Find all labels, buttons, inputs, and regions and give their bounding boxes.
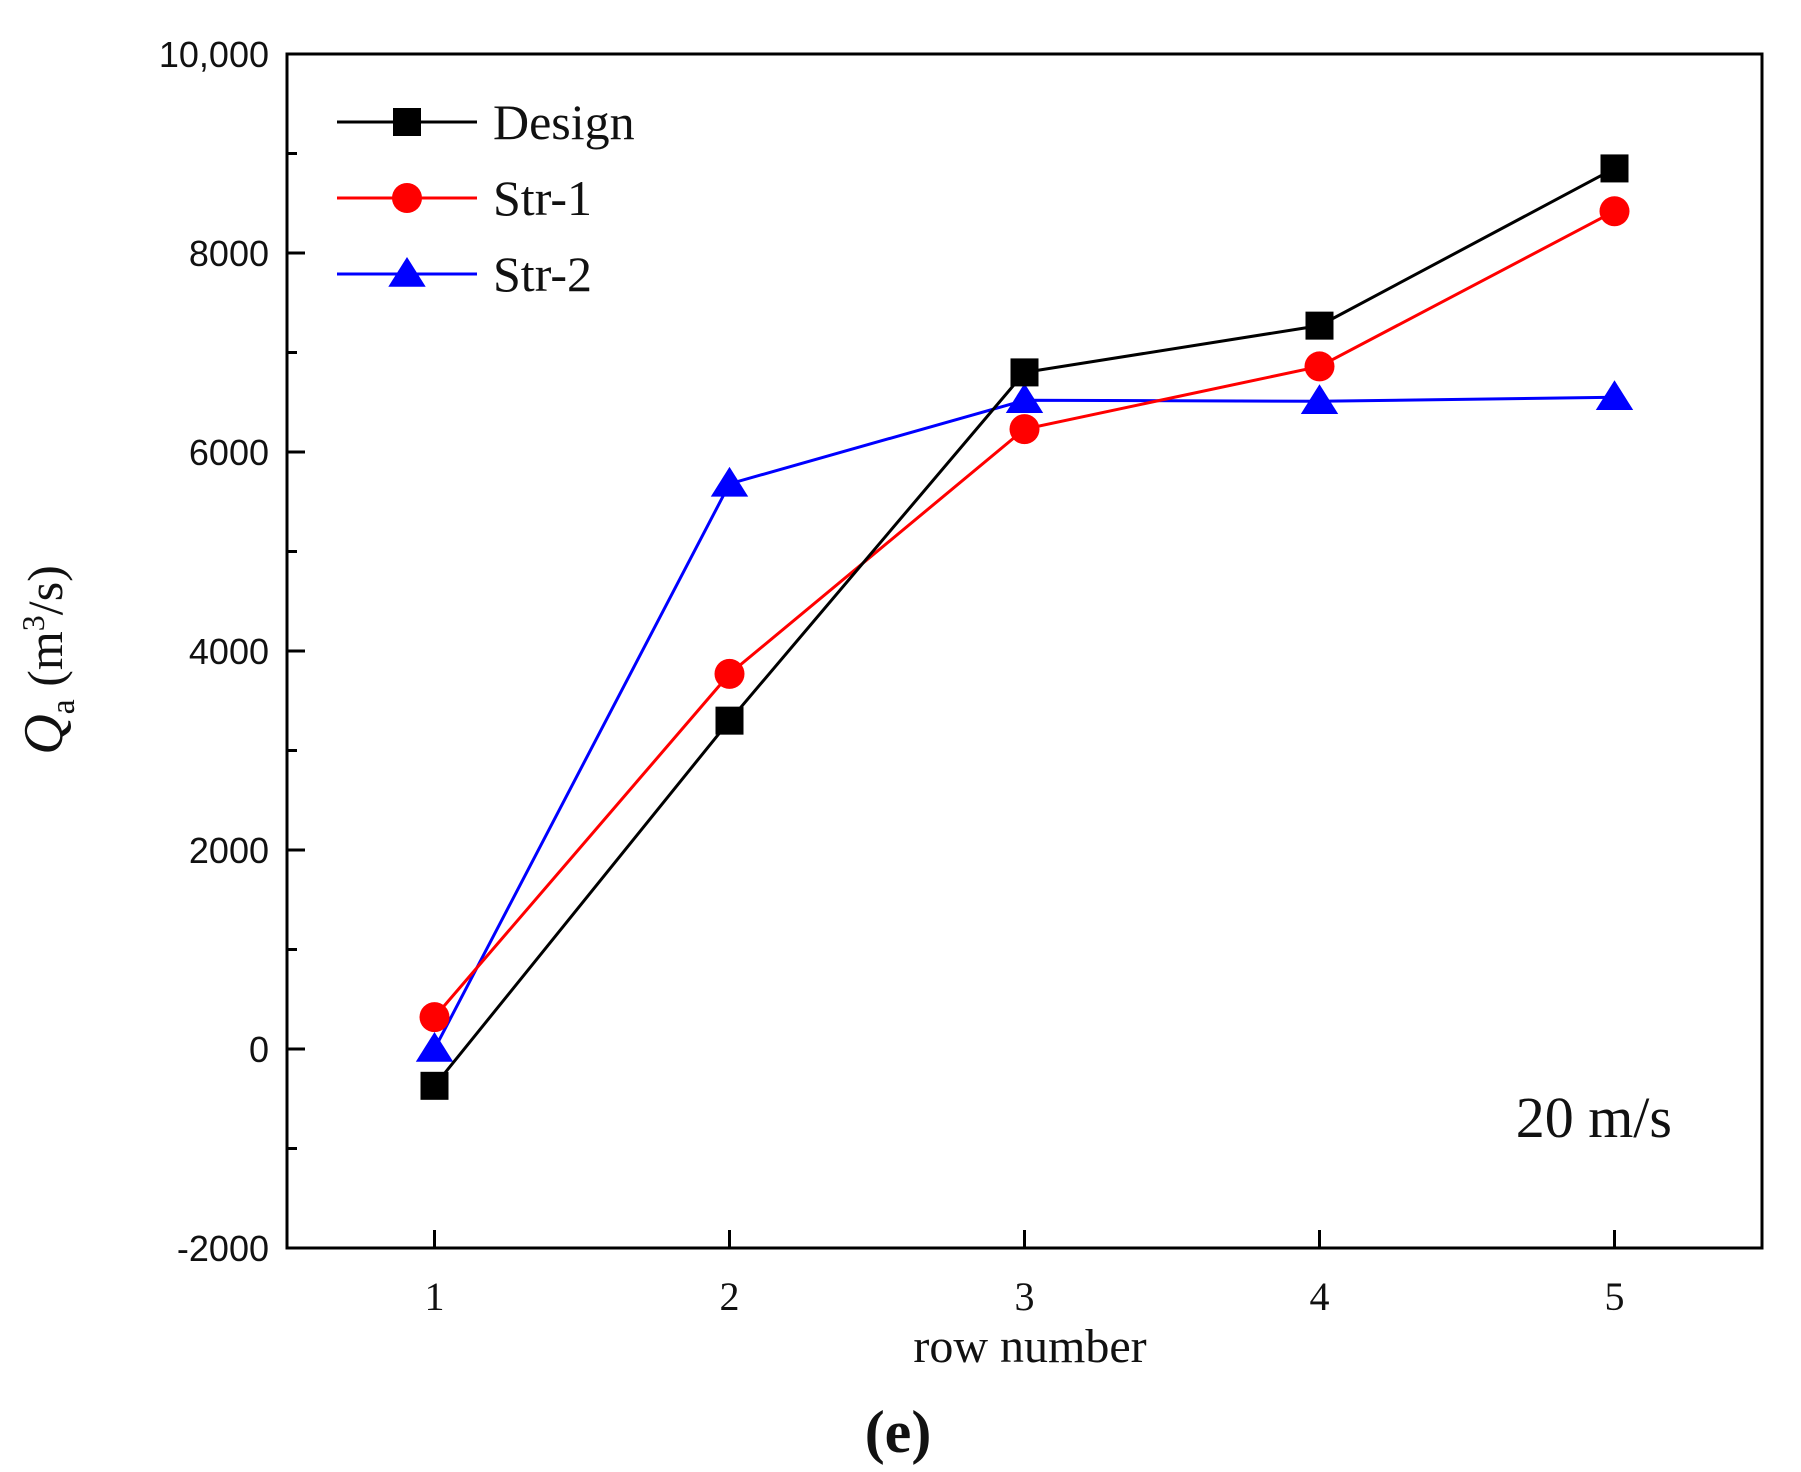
y-axis-label-unit-prefix: (m: [17, 631, 73, 687]
legend: Design Str-1 Str-2: [337, 94, 635, 302]
y-axis-label-superscript: 3: [15, 615, 51, 631]
x-axis-label: row number: [913, 1320, 1146, 1373]
data-point-str-2: [1005, 383, 1044, 414]
plot-frame: [285, 52, 1764, 1250]
y-axis-label: Qa (m3/s): [13, 565, 82, 755]
series-line-str-1: [433, 209, 1616, 1019]
data-point-str-2: [1300, 384, 1339, 415]
data-point-str-1: [1599, 196, 1630, 227]
y-tick-label: 6000: [189, 432, 269, 473]
data-point-str-1: [1009, 414, 1040, 445]
data-point-design: [420, 1071, 449, 1100]
wind-speed-annotation: 20 m/s: [1516, 1085, 1672, 1150]
x-axis: 1 2 3 4 5: [425, 1230, 1625, 1319]
data-point-str-1: [419, 1002, 450, 1033]
x-tick-label: 4: [1310, 1274, 1330, 1319]
legend-marker-str-2: [388, 257, 426, 287]
y-axis-label-subscript: a: [45, 699, 82, 714]
y-tick-label: 0: [249, 1029, 269, 1070]
y-tick-label: -2000: [177, 1228, 269, 1269]
data-point-design: [1305, 311, 1334, 340]
data-point-str-1: [714, 658, 745, 689]
data-point-design: [1010, 358, 1039, 387]
legend-marker-design: [393, 108, 421, 136]
legend-label-str-2: Str-2: [493, 246, 592, 302]
data-point-str-1: [1304, 351, 1335, 382]
data-point-str-2: [1595, 380, 1634, 411]
series-line-str-2: [433, 395, 1615, 1050]
x-tick-label: 1: [425, 1274, 445, 1319]
x-tick-label: 5: [1605, 1274, 1625, 1319]
legend-label-design: Design: [493, 94, 635, 150]
y-axis-label-symbol: Q: [13, 714, 75, 754]
data-point-design: [1600, 154, 1629, 183]
y-tick-label: 4000: [189, 631, 269, 672]
y-tick-label: 2000: [189, 830, 269, 871]
legend-label-str-1: Str-1: [493, 170, 592, 226]
y-axis-label-unit-suffix: /s): [17, 565, 73, 615]
y-tick-label: 8000: [189, 233, 269, 274]
data-point-str-2: [710, 466, 749, 497]
data-point-design: [715, 706, 744, 735]
y-axis: -2000 0 2000 4000 6000 8000 10,000: [159, 34, 305, 1269]
panel-label: (e): [865, 1399, 932, 1465]
data-point-str-2: [415, 1032, 454, 1062]
x-tick-label: 3: [1015, 1274, 1035, 1319]
x-tick-label: 2: [720, 1274, 740, 1319]
legend-marker-str-1: [392, 183, 422, 213]
y-tick-label: 10,000: [159, 34, 269, 75]
series-layer: [415, 154, 1634, 1100]
